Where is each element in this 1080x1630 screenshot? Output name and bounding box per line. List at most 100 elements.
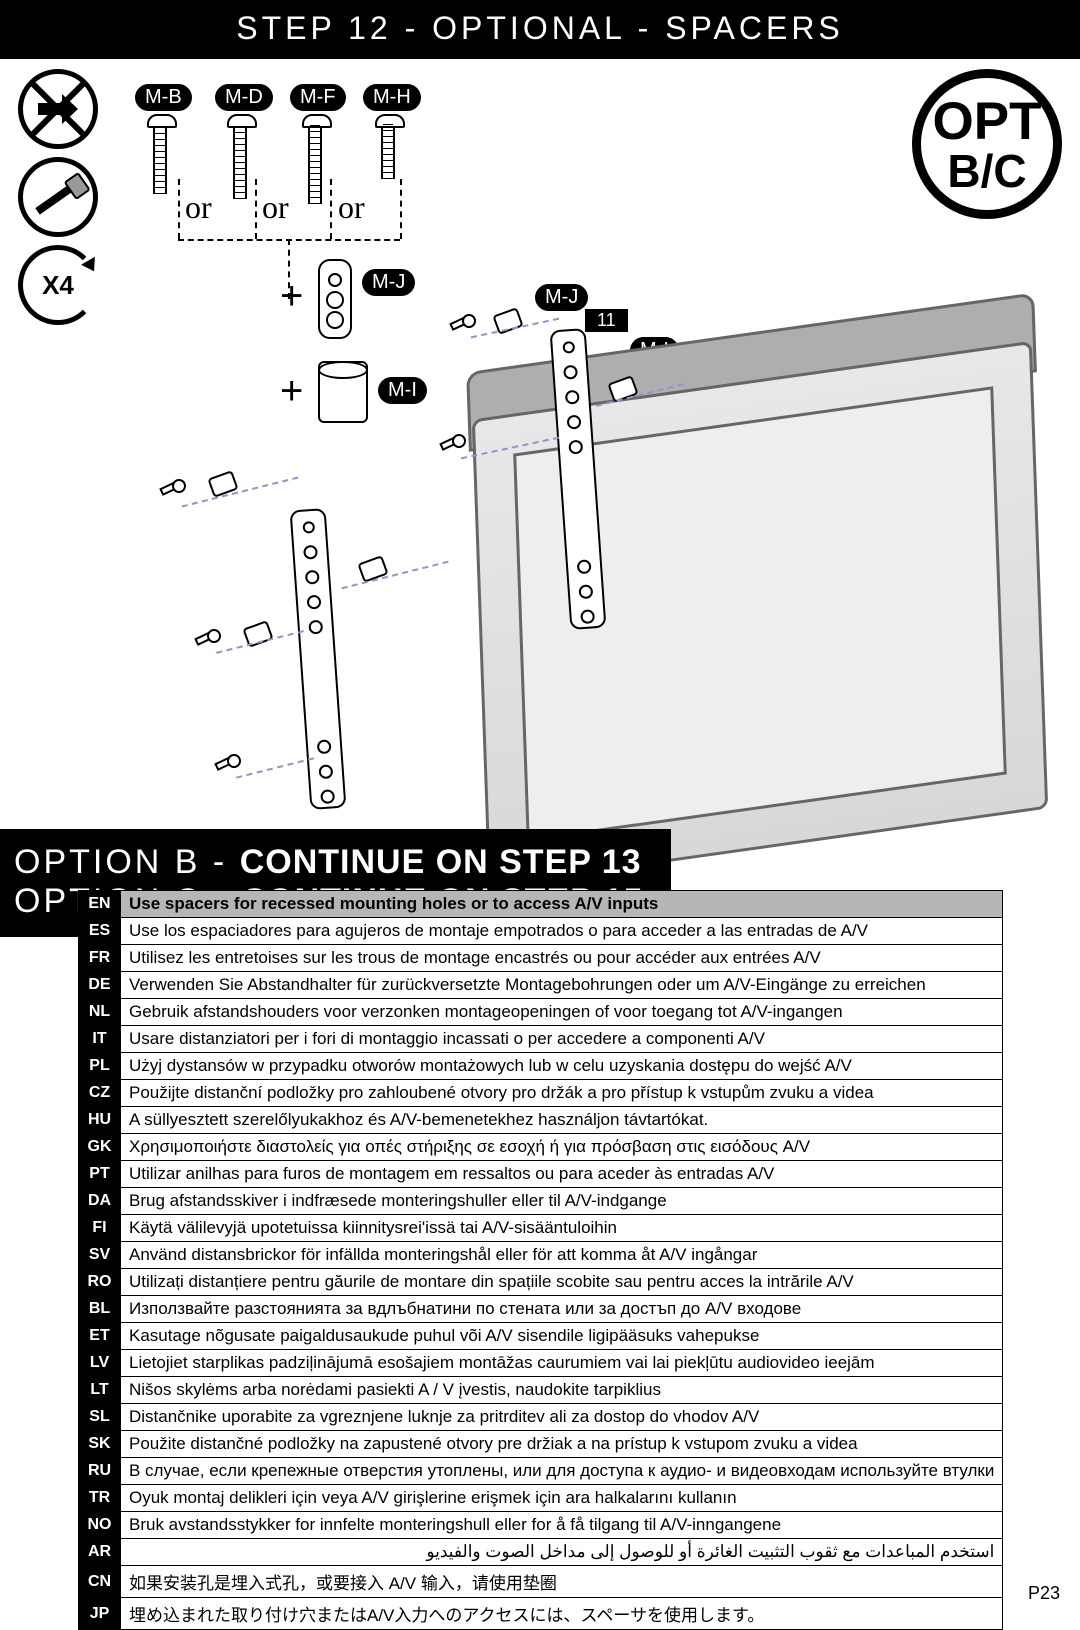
plus-icon: + xyxy=(280,369,303,414)
lang-text: Kasutage nõgusate paigaldusaukude puhul … xyxy=(121,1323,1003,1350)
table-row: SKPoužite distančné podložky na zapusten… xyxy=(79,1431,1003,1458)
screw-md xyxy=(233,124,247,199)
or-text-1: or xyxy=(185,189,212,226)
part-number-11: 11 xyxy=(585,309,628,332)
dash-sep xyxy=(400,179,402,239)
part-label-mi1: M-I xyxy=(378,377,427,404)
plus-icon: + xyxy=(280,274,303,319)
lang-code: SV xyxy=(79,1242,121,1269)
lang-text: Distančnike uporabite za vgreznjene lukn… xyxy=(121,1404,1003,1431)
lang-code: CZ xyxy=(79,1080,121,1107)
table-row: ENUse spacers for recessed mounting hole… xyxy=(79,891,1003,918)
lang-code: FI xyxy=(79,1215,121,1242)
lang-code: RU xyxy=(79,1458,121,1485)
lang-text: 埋め込まれた取り付け穴またはA/V入力へのアクセスには、スペーサを使用します。 xyxy=(121,1598,1003,1630)
screw-mh xyxy=(381,124,395,179)
table-row: ARاستخدم المباعدات مع ثقوب التثبيت الغائ… xyxy=(79,1539,1003,1566)
table-row: JP埋め込まれた取り付け穴またはA/V入力へのアクセスには、スペーサを使用します… xyxy=(79,1598,1003,1630)
dash-sep xyxy=(178,179,180,239)
dash-sep xyxy=(255,179,257,239)
lang-code: ES xyxy=(79,918,121,945)
lang-text: Use spacers for recessed mounting holes … xyxy=(121,891,1003,918)
table-row: NOBruk avstandsstykker for innfelte mont… xyxy=(79,1512,1003,1539)
screwdriver-icon xyxy=(18,157,98,237)
table-row: PTUtilizar anilhas para furos de montage… xyxy=(79,1161,1003,1188)
table-row: FIKäytä välilevyjä upotetuissa kiinnitys… xyxy=(79,1215,1003,1242)
lang-text: Använd distansbrickor för infällda monte… xyxy=(121,1242,1003,1269)
lang-text: Gebruik afstandshouders voor verzonken m… xyxy=(121,999,1003,1026)
lang-text: Lietojiet starplikas padziļinājumā esoša… xyxy=(121,1350,1003,1377)
rotate-x4-icon: X4 xyxy=(18,245,98,325)
part-label-mj1: M-J xyxy=(362,269,415,296)
part-label-mf: M-F xyxy=(290,84,346,111)
table-row: NLGebruik afstandshouders voor verzonken… xyxy=(79,999,1003,1026)
part-label-mb: M-B xyxy=(135,84,192,111)
bracket-left xyxy=(290,508,347,810)
table-row: LTNišos skylėms arba norėdami pasiekti A… xyxy=(79,1377,1003,1404)
table-row: SLDistančnike uporabite za vgreznjene lu… xyxy=(79,1404,1003,1431)
lang-text: Използвайте разстоянията за вдлъбнатини … xyxy=(121,1296,1003,1323)
part-label-mh: M-H xyxy=(363,84,421,111)
opt-badge-bottom: B/C xyxy=(947,148,1026,194)
lang-text: Usare distanziatori per i fori di montag… xyxy=(121,1026,1003,1053)
screw-mf xyxy=(308,124,322,204)
table-row: ESUse los espaciadores para agujeros de … xyxy=(79,918,1003,945)
screw-mb xyxy=(153,124,167,194)
guide-line xyxy=(236,757,314,778)
lang-text: Bruk avstandsstykker for innfelte monter… xyxy=(121,1512,1003,1539)
step-header: STEP 12 - OPTIONAL - SPACERS xyxy=(0,0,1080,59)
table-row: GKΧρησιμοποιήστε διαστολείς για οπές στή… xyxy=(79,1134,1003,1161)
lang-code: DA xyxy=(79,1188,121,1215)
spacer-plate-mj xyxy=(318,259,352,339)
table-row: CZPoužijte distanční podložky pro zahlou… xyxy=(79,1080,1003,1107)
lang-code: FR xyxy=(79,945,121,972)
lang-text: استخدم المباعدات مع ثقوب التثبيت الغائرة… xyxy=(121,1539,1003,1566)
table-row: RUВ случае, если крепежные отверстия уто… xyxy=(79,1458,1003,1485)
lang-text: Brug afstandsskiver i indfræsede monteri… xyxy=(121,1188,1003,1215)
small-screw xyxy=(159,480,181,496)
opt-badge-top: OPT xyxy=(933,95,1042,148)
option-b-label: OPTION B - xyxy=(14,843,227,881)
table-row: DABrug afstandsskiver i indfræsede monte… xyxy=(79,1188,1003,1215)
opt-badge: OPT B/C xyxy=(912,69,1062,219)
lang-code: BL xyxy=(79,1296,121,1323)
table-row: ITUsare distanziatori per i fori di mont… xyxy=(79,1026,1003,1053)
lang-code: TR xyxy=(79,1485,121,1512)
table-row: ROUtilizați distanțiere pentru găurile d… xyxy=(79,1269,1003,1296)
lang-code: ET xyxy=(79,1323,121,1350)
or-text-2: or xyxy=(262,189,289,226)
lang-text: Utilisez les entretoises sur les trous d… xyxy=(121,945,1003,972)
table-row: LVLietojiet starplikas padziļinājumā eso… xyxy=(79,1350,1003,1377)
drill-icon xyxy=(38,94,78,124)
lang-code: NO xyxy=(79,1512,121,1539)
page-number: P23 xyxy=(1028,1583,1060,1604)
or-text-3: or xyxy=(338,189,365,226)
diagram-area: X4 OPT B/C M-B M-D M-F M-H or or or + M-… xyxy=(0,59,1080,874)
lang-code: PL xyxy=(79,1053,121,1080)
lang-text: 如果安装孔是埋入式孔，或要接入 A/V 输入，请使用垫圈 xyxy=(121,1566,1003,1598)
small-screw xyxy=(439,435,461,451)
table-row: DEVerwenden Sie Abstandhalter für zurück… xyxy=(79,972,1003,999)
lang-text: Utilizați distanțiere pentru găurile de … xyxy=(121,1269,1003,1296)
lang-code: SK xyxy=(79,1431,121,1458)
lang-code: CN xyxy=(79,1566,121,1598)
lang-text: Použijte distanční podložky pro zahloube… xyxy=(121,1080,1003,1107)
table-row: TROyuk montaj delikleri için veya A/V gi… xyxy=(79,1485,1003,1512)
lang-text: Użyj dystansów w przypadku otworów monta… xyxy=(121,1053,1003,1080)
rotate-count: X4 xyxy=(42,270,74,301)
no-drill-icon xyxy=(18,69,98,149)
table-row: CN如果安装孔是埋入式孔，或要接入 A/V 输入，请使用垫圈 xyxy=(79,1566,1003,1598)
lang-text: Utilizar anilhas para furos de montagem … xyxy=(121,1161,1003,1188)
language-table: ENUse spacers for recessed mounting hole… xyxy=(78,890,1003,1630)
part-label-mj2: M-J xyxy=(535,284,588,311)
lang-code: EN xyxy=(79,891,121,918)
table-row: PLUżyj dystansów w przypadku otworów mon… xyxy=(79,1053,1003,1080)
lang-text: Použite distančné podložky na zapustené … xyxy=(121,1431,1003,1458)
lang-text: Use los espaciadores para agujeros de mo… xyxy=(121,918,1003,945)
small-screw xyxy=(214,755,236,771)
table-row: HUA süllyesztett szerelőlyukakhoz és A/V… xyxy=(79,1107,1003,1134)
lang-code: RO xyxy=(79,1269,121,1296)
lang-code: LV xyxy=(79,1350,121,1377)
lang-text: A süllyesztett szerelőlyukakhoz és A/V-b… xyxy=(121,1107,1003,1134)
table-row: SVAnvänd distansbrickor för infällda mon… xyxy=(79,1242,1003,1269)
